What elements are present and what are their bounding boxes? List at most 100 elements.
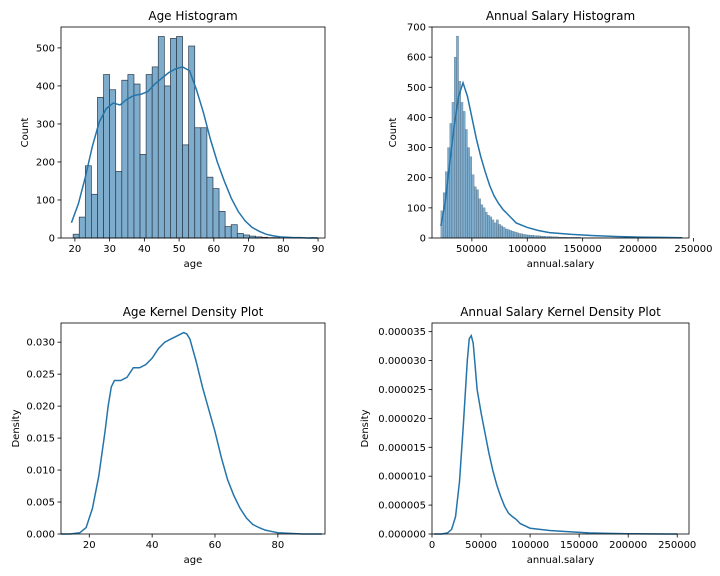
- histogram-bar: [487, 215, 490, 239]
- histogram-bar: [194, 127, 202, 239]
- x-tick-label: 60: [209, 540, 222, 551]
- histogram-bar: [511, 231, 515, 239]
- histogram-bar: [496, 219, 499, 239]
- x-tick-label: 90: [312, 244, 325, 255]
- histogram-bar: [524, 234, 528, 239]
- histogram-bar: [478, 198, 481, 239]
- histogram-bar: [505, 228, 508, 239]
- histogram-bar: [163, 85, 171, 239]
- histogram-bar: [103, 74, 110, 239]
- histogram-bar: [218, 211, 226, 239]
- y-tick-label: 0.000030: [378, 356, 426, 367]
- histogram-bar: [206, 176, 214, 239]
- x-tick-label: 150000: [560, 540, 598, 551]
- histogram-bar: [236, 233, 244, 239]
- histogram-bar: [200, 127, 208, 239]
- histogram-bar: [467, 147, 470, 239]
- plot-frame: [60, 322, 326, 535]
- age-histogram-panel: 20 30 40 50 60 70 80 90 0 100 200 300 400 500 Age Hist…: [20, 9, 326, 270]
- histogram-bar: [182, 144, 190, 239]
- x-axis-label: age: [184, 555, 203, 566]
- histogram-bar: [520, 233, 523, 239]
- x-axis-label: annual.salary: [527, 259, 595, 270]
- histogram-bar: [133, 83, 141, 239]
- chart-title: Age Kernel Density Plot: [123, 305, 264, 319]
- histogram-bar: [212, 188, 220, 239]
- histogram-bar: [476, 189, 479, 239]
- x-tick-label: 50000: [456, 244, 488, 255]
- y-tick-label: 0: [420, 234, 426, 245]
- x-tick-label: 80: [277, 244, 290, 255]
- histogram-bar: [498, 224, 501, 239]
- x-tick-label: 250000: [658, 540, 696, 551]
- x-tick-label: 30: [103, 244, 116, 255]
- y-tick-label: 600: [407, 53, 426, 64]
- y-tick-label: 0.000: [26, 530, 55, 541]
- y-tick-label: 500: [407, 83, 426, 94]
- histogram-bar: [471, 174, 475, 239]
- y-tick-label: 500: [36, 43, 55, 54]
- histogram-bar: [527, 234, 530, 239]
- y-axis-label: Count: [20, 118, 31, 148]
- chart-title: Annual Salary Histogram: [486, 9, 635, 23]
- histogram-bar: [489, 216, 492, 239]
- x-tick-label: 20: [69, 244, 82, 255]
- histogram-bar: [518, 233, 521, 239]
- y-tick-label: 0.010: [26, 466, 55, 477]
- histogram-bar: [516, 232, 519, 239]
- y-tick-label: 0.000010: [378, 472, 426, 483]
- y-tick-label: 100: [407, 203, 426, 214]
- histogram-bar: [465, 129, 468, 239]
- histogram-bar: [462, 111, 466, 239]
- histogram-bar: [460, 102, 464, 239]
- kde-overlay-line: [70, 66, 319, 239]
- x-tick-label: 150000: [564, 244, 602, 255]
- histogram-bar: [121, 79, 129, 239]
- y-tick-label: 0.000025: [378, 385, 426, 396]
- y-axis-label: Count: [388, 118, 399, 148]
- histogram-bar: [491, 219, 495, 239]
- histogram-bar: [139, 154, 147, 239]
- histogram-bar: [243, 234, 250, 239]
- histogram-bar: [454, 57, 457, 239]
- plot-frame: [431, 322, 690, 535]
- y-tick-label: 200: [36, 157, 55, 168]
- histogram-bar: [224, 226, 232, 239]
- x-tick-label: 0: [429, 540, 435, 551]
- y-axis-label: Density: [360, 409, 371, 447]
- histogram-bar: [509, 230, 512, 239]
- chart-title: Age Histogram: [148, 9, 237, 23]
- y-tick-label: 400: [36, 81, 55, 92]
- x-tick-label: 80: [271, 540, 284, 551]
- histogram-bar: [115, 171, 123, 239]
- y-tick-label: 0.000005: [378, 501, 426, 512]
- y-tick-label: 400: [407, 113, 426, 124]
- x-tick-label: 40: [138, 244, 151, 255]
- y-tick-label: 0.000035: [378, 327, 426, 338]
- x-tick-label: 100000: [508, 244, 546, 255]
- y-tick-label: 0.015: [26, 434, 55, 445]
- histogram-bar: [157, 36, 165, 239]
- histogram-bar: [485, 212, 488, 239]
- x-tick-label: 70: [242, 244, 255, 255]
- salary-histogram-panel: 50000 100000 150000 200000 250000 0 100 200 300 4…: [388, 9, 713, 270]
- plot-frame: [431, 26, 690, 239]
- y-tick-label: 300: [36, 119, 55, 130]
- histogram-bar: [84, 165, 92, 239]
- y-tick-label: 0.005: [26, 498, 55, 509]
- x-tick-label: 200000: [609, 540, 647, 551]
- x-tick-label: 100000: [511, 540, 549, 551]
- y-tick-label: 100: [36, 195, 55, 206]
- age-kde-panel: 20 40 60 80 0.000 0.005 0.010 0.015 0.020 0.025 0.…: [11, 305, 326, 566]
- x-axis-label: age: [184, 259, 203, 270]
- histogram-bar: [145, 74, 153, 239]
- y-tick-label: 0.030: [26, 338, 55, 349]
- density-line: [433, 333, 678, 535]
- histogram-bar: [469, 156, 472, 239]
- y-axis-label: Density: [11, 409, 22, 447]
- y-tick-label: 0.000015: [378, 443, 426, 454]
- histogram-bar: [480, 204, 484, 239]
- histogram-bar: [78, 216, 86, 239]
- x-tick-label: 200000: [619, 244, 657, 255]
